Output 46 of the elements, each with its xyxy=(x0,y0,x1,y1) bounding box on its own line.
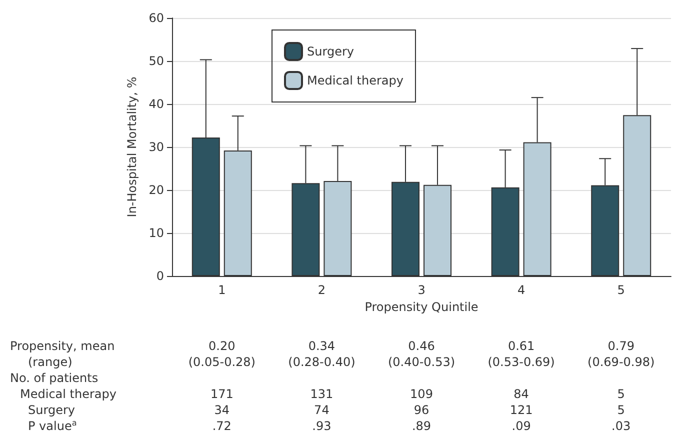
legend-label: Surgery xyxy=(307,44,354,58)
text: (0.05-0.28) xyxy=(188,355,256,369)
x-tick-label: 2 xyxy=(318,283,326,297)
text: 84 xyxy=(514,387,529,401)
y-axis-title: In-Hospital Mortality, % xyxy=(124,76,139,218)
text: .89 xyxy=(412,419,432,433)
x-tick-label: 4 xyxy=(517,283,526,297)
text: No. of patients xyxy=(10,371,98,385)
text: Medical therapy xyxy=(20,387,116,401)
x-axis-title: Propensity Quintile xyxy=(364,300,478,314)
text: 171 xyxy=(210,387,234,401)
text: (0.53-0.69) xyxy=(488,355,555,369)
text: 109 xyxy=(410,387,433,401)
text: .03 xyxy=(612,419,631,433)
text: 34 xyxy=(214,403,230,417)
y-tick-label: 40 xyxy=(148,97,164,111)
y-tick-label: 0 xyxy=(156,269,164,283)
y-tick-label: 10 xyxy=(148,226,164,240)
legend-label: Medical therapy xyxy=(307,74,404,88)
text: 131 xyxy=(310,387,334,401)
text: .09 xyxy=(512,419,531,433)
text: 0.34 xyxy=(308,339,336,353)
text: Propensity, mean xyxy=(10,339,115,353)
text: (0.69-0.98) xyxy=(588,355,655,369)
text: 0.79 xyxy=(608,339,634,353)
text: (0.40-0.53) xyxy=(388,355,456,369)
text: 0.61 xyxy=(508,339,535,353)
text: 121 xyxy=(510,403,533,417)
text: (0.28-0.40) xyxy=(288,355,356,369)
text: 5 xyxy=(617,387,625,401)
text: .93 xyxy=(312,419,332,433)
text: 96 xyxy=(414,403,430,417)
text: .72 xyxy=(212,419,232,433)
y-tick-label: 50 xyxy=(148,54,164,68)
x-tick-label: 5 xyxy=(617,283,625,297)
text: 0.20 xyxy=(208,339,236,353)
x-tick-label: 3 xyxy=(418,283,426,297)
text: (range) xyxy=(28,355,72,369)
text: 5 xyxy=(617,403,625,417)
y-tick-label: 20 xyxy=(148,183,164,197)
x-tick-label: 1 xyxy=(218,283,226,297)
y-tick-label: 60 xyxy=(148,11,164,25)
text: 0.46 xyxy=(408,339,435,353)
y-tick-label: 30 xyxy=(148,140,164,154)
text: 74 xyxy=(314,403,330,417)
text: Surgery xyxy=(28,403,75,417)
